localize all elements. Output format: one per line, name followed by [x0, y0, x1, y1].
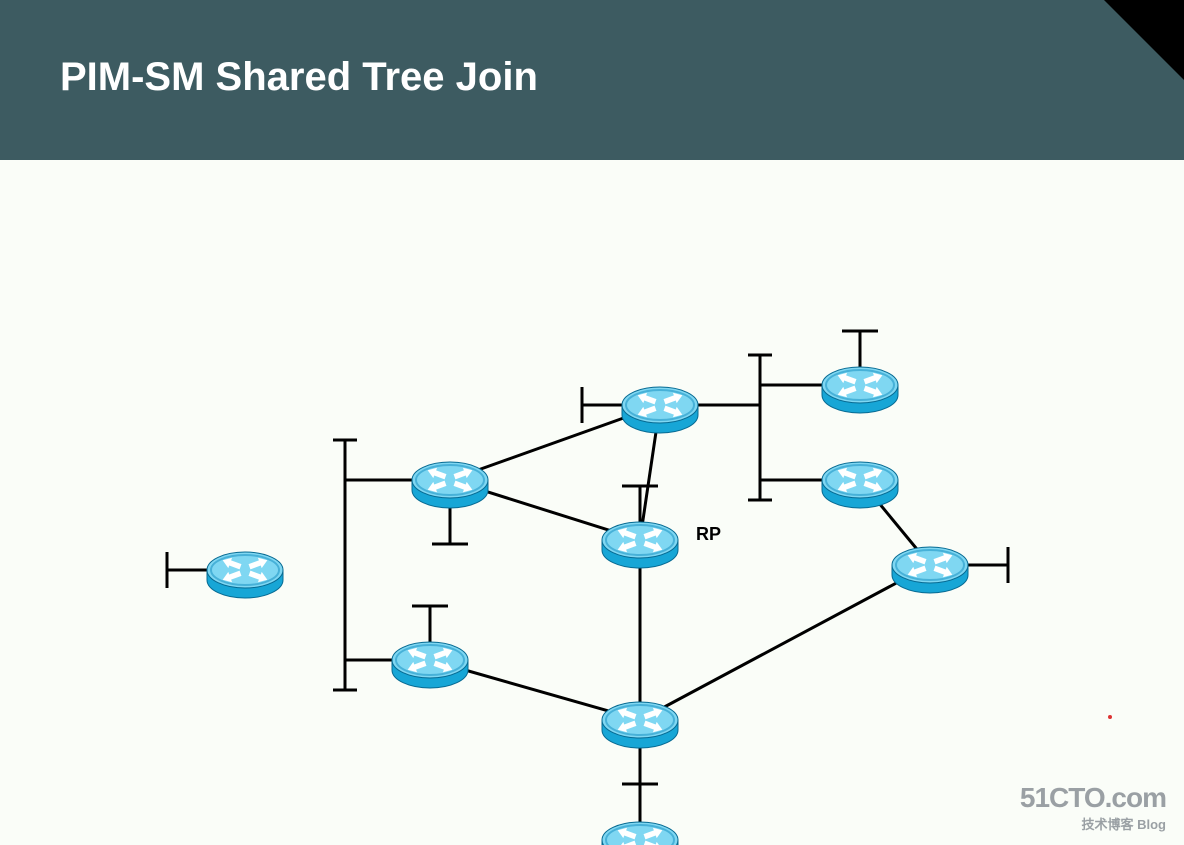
watermark-sub: 技术博客 Blog — [1020, 814, 1166, 833]
corner-accent — [1104, 0, 1184, 80]
slide-title: PIM-SM Shared Tree Join — [0, 0, 1184, 100]
watermark-main: 51CTO.com — [1020, 782, 1166, 814]
router-icon — [822, 462, 898, 508]
router-icon — [892, 547, 968, 593]
router-icon — [207, 552, 283, 598]
network-svg — [0, 160, 1184, 845]
router-icon — [622, 387, 698, 433]
router-icon — [602, 822, 678, 845]
diagram-canvas: RP Receiver 51CTO.com 技术博客 Blog — [0, 160, 1184, 845]
red-dot — [1108, 715, 1112, 719]
slide-header: PIM-SM Shared Tree Join — [0, 0, 1184, 160]
router-icon — [392, 642, 468, 688]
watermark: 51CTO.com 技术博客 Blog — [1020, 782, 1166, 833]
router-icon — [822, 367, 898, 413]
label-rp: RP — [696, 524, 721, 545]
router-icon — [602, 522, 678, 568]
router-icon — [412, 462, 488, 508]
router-icon — [602, 702, 678, 748]
